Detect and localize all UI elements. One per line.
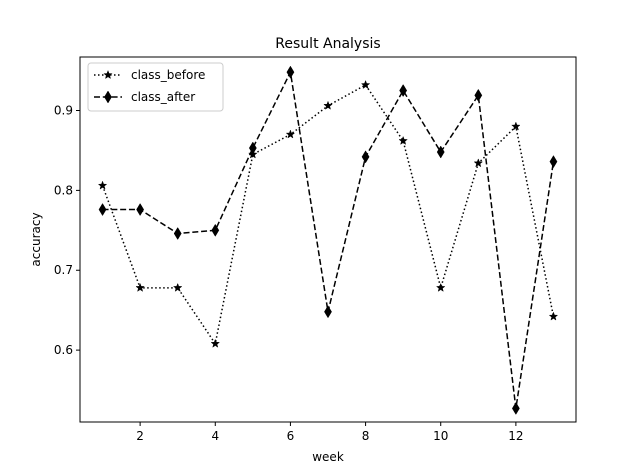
y-tick-label: 0.8	[54, 183, 73, 197]
data-point-class_before	[285, 129, 296, 139]
legend: class_before class_after	[87, 62, 224, 112]
data-point-class_after	[549, 155, 558, 169]
legend-marker-class_after	[104, 90, 112, 104]
data-point-class_before	[511, 121, 521, 131]
legend-item-class_after: class_after	[94, 90, 195, 104]
data-point-class_after	[136, 203, 145, 217]
legend-item-class_before: class_before	[94, 68, 205, 82]
x-tick-label: 10	[433, 429, 448, 443]
x-axis-label: week	[312, 450, 344, 464]
data-point-class_before	[435, 282, 446, 292]
data-point-class_before	[135, 282, 145, 292]
x-tick-label: 12	[508, 429, 523, 443]
data-point-class_before	[323, 100, 333, 110]
y-tick-label: 0.7	[54, 263, 73, 277]
legend-marker-class_before	[103, 69, 113, 80]
x-tick-label: 4	[211, 429, 219, 443]
series-layer	[97, 65, 559, 415]
data-point-class_before	[398, 135, 408, 145]
legend-label: class_before	[131, 68, 205, 82]
data-point-class_after	[511, 401, 520, 415]
data-point-class_after	[361, 150, 370, 164]
legend-box	[87, 62, 224, 112]
data-point-class_before	[473, 158, 484, 168]
data-point-class_after	[399, 84, 408, 98]
x-tick-label: 8	[362, 429, 370, 443]
axes-frame	[79, 56, 577, 423]
legend-label: class_after	[131, 90, 195, 104]
data-point-class_after	[436, 145, 445, 159]
data-point-class_before	[97, 180, 108, 190]
data-point-class_before	[548, 311, 559, 321]
data-point-class_before	[172, 282, 183, 292]
y-tick-label: 0.6	[54, 343, 73, 357]
data-point-class_after	[286, 65, 295, 79]
data-point-class_before	[210, 338, 221, 348]
x-tick-label: 6	[287, 429, 295, 443]
data-point-class_after	[474, 88, 483, 102]
x-axis-ticks: 2 4 6 8 10 12	[136, 422, 524, 443]
y-axis-ticks: 0.6 0.7 0.8 0.9	[54, 104, 80, 357]
data-point-class_after	[248, 141, 257, 155]
data-point-class_after	[98, 203, 107, 217]
y-axis-label: accuracy	[29, 212, 43, 266]
series-class_after	[98, 65, 558, 415]
data-point-class_after	[173, 227, 182, 240]
data-point-class_after	[324, 305, 332, 319]
chart-title: Result Analysis	[275, 36, 380, 52]
data-point-class_before	[360, 79, 371, 90]
y-tick-label: 0.9	[54, 104, 73, 118]
data-point-class_after	[211, 223, 220, 237]
x-tick-label: 2	[136, 429, 144, 443]
